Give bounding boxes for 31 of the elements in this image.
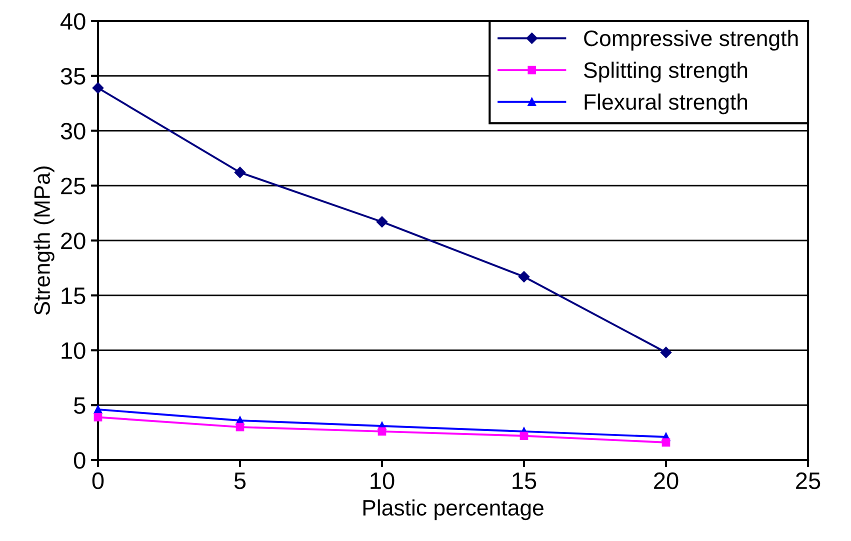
point [234,166,246,178]
x-tick-label: 5 [234,472,246,490]
y-tick-label: 25 [61,178,86,194]
x-axis-title: Plastic percentage [363,499,544,520]
point [662,438,670,447]
legend-label: Flexural strength [584,94,748,114]
point [520,432,528,440]
y-tick-label: 35 [60,68,86,85]
y-tick-label: 0 [74,452,86,469]
point [94,405,102,414]
y-tick-label: 40 [60,13,86,30]
x-tick-label: 20 [654,472,678,490]
point [660,346,672,358]
y-axis-title: Strength (MPa) [34,166,54,315]
y-tick-label: 30 [60,122,86,140]
legend-label: Compressive strength [584,30,798,51]
point [92,82,104,94]
y-tick-label: 20 [61,232,86,250]
x-tick-label: 10 [370,472,394,490]
point [518,271,530,282]
x-tick-label: 25 [796,472,820,490]
y-tick-label: 10 [62,342,86,360]
x-tick-label: 0 [92,472,104,490]
x-tick-label: 15 [512,472,536,490]
point [94,413,102,422]
legend-label: Splitting strength [584,62,748,82]
point [236,422,244,432]
y-tick-label: 5 [74,397,86,414]
y-tick-label: 15 [62,288,86,304]
point [378,427,386,436]
point [376,216,388,228]
